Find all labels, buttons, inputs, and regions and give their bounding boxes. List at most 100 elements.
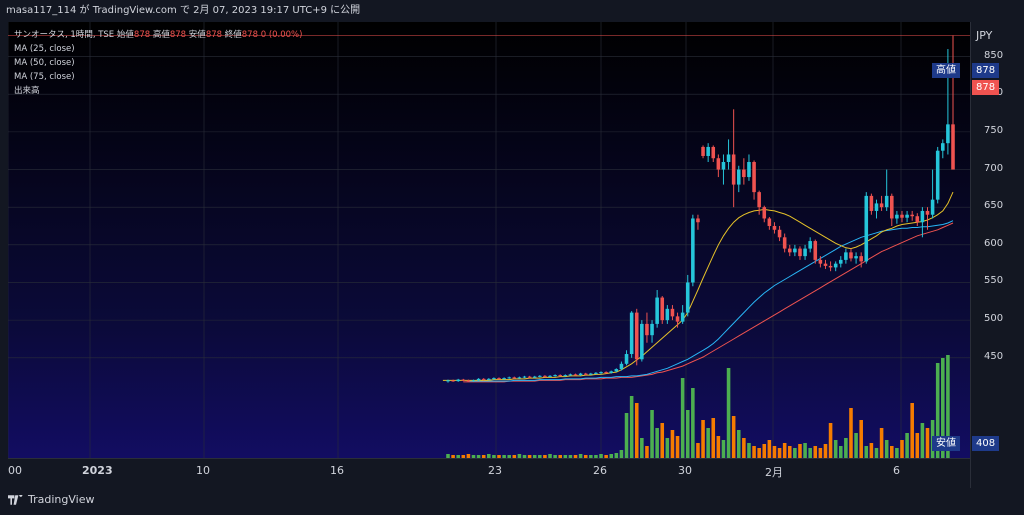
candle-body [532, 376, 537, 378]
volume-bar [798, 444, 802, 458]
volume-bar [701, 420, 705, 458]
legend-high-value: 878 [169, 30, 187, 40]
low-value-tag: 408 [972, 436, 1000, 451]
candle-body [701, 146, 705, 156]
volume-bar [752, 446, 756, 458]
legend-ma75[interactable]: MA (75, close) [14, 72, 75, 82]
volume-bar [640, 438, 644, 458]
candle-body [604, 372, 608, 374]
candle-body [527, 376, 532, 378]
volume-bar [721, 440, 726, 458]
brand-name: TradingView [28, 493, 95, 506]
volume-bar [941, 358, 945, 458]
volume-bar [828, 423, 833, 458]
candle-body [655, 297, 659, 324]
legend-ma25[interactable]: MA (25, close) [14, 44, 75, 54]
volume-bar [890, 446, 894, 458]
volume-bar [915, 433, 920, 458]
volume-bar [558, 455, 563, 458]
volume-bar [691, 388, 695, 458]
time-axis[interactable] [8, 458, 970, 488]
volume-bar [935, 363, 940, 458]
volume-bar [655, 428, 659, 458]
candle-body [798, 248, 802, 257]
candle-body [823, 263, 828, 266]
currency-label[interactable]: JPY [976, 29, 993, 42]
tradingview-logo-icon [8, 495, 23, 505]
volume-bar [563, 455, 568, 458]
candle-body [772, 226, 777, 230]
volume-bar [879, 428, 884, 458]
volume-bar [461, 455, 466, 458]
low-label-tag: 安値 [932, 436, 960, 451]
legend-symbol: サンオータス, 1時間, TSE [14, 30, 115, 40]
volume-bar [629, 396, 634, 458]
volume-bar [583, 455, 588, 458]
candle-body [645, 323, 649, 336]
legend-close-value: 878 [241, 30, 258, 40]
candle-body [818, 259, 823, 264]
candle-body [538, 375, 542, 377]
candle-body [563, 375, 568, 377]
publish-header: masa117_114 が TradingView.com で 2月 07, 2… [0, 0, 1024, 22]
candle-body [456, 379, 460, 382]
volume-bar [522, 455, 527, 458]
candle-body [599, 372, 603, 374]
candle-body [930, 199, 935, 215]
volume-bar [849, 408, 853, 458]
volume-bar [884, 440, 889, 458]
volume-bar [726, 368, 731, 458]
candle-body [762, 207, 767, 219]
candle-body [609, 371, 614, 373]
candle-body [670, 308, 675, 317]
candle-body [665, 308, 670, 321]
candle-body [507, 377, 511, 379]
volume-bar [594, 455, 598, 458]
volume-bar [568, 455, 573, 458]
volume-bar [736, 430, 741, 458]
candle-body [517, 377, 522, 379]
candle-body [859, 256, 863, 262]
candle-body [915, 216, 920, 223]
candle-body [920, 210, 925, 223]
candle-body [808, 241, 812, 249]
candle-body [634, 312, 639, 360]
legend-open-value: 878 [133, 30, 151, 40]
chart-plot-area[interactable] [8, 22, 970, 458]
volume-bar [696, 443, 700, 458]
candle-body [481, 378, 486, 380]
candle-body [675, 316, 680, 322]
legend-symbol-row[interactable]: サンオータス, 1時間, TSE 始値878 高値878 安値878 終値878… [14, 28, 302, 42]
candle-body [716, 158, 721, 170]
candle-body [833, 263, 838, 268]
legend-volume[interactable]: 出来高 [14, 86, 40, 96]
volume-bar [803, 443, 807, 458]
time-tick-label: 10 [196, 464, 210, 477]
legend-close-label: 終値 [224, 30, 242, 40]
time-tick-label: 26 [593, 464, 607, 477]
volume-bar [476, 455, 481, 458]
volume-bar [634, 403, 639, 458]
volume-bar [680, 378, 685, 458]
price-tick-label: 650 [984, 200, 1004, 212]
volume-bar [481, 455, 486, 458]
candle-body [742, 169, 746, 178]
legend-ma50[interactable]: MA (50, close) [14, 58, 75, 68]
price-axis[interactable] [970, 22, 1016, 488]
candle-body [680, 312, 685, 322]
brand-footer[interactable]: TradingView [8, 493, 94, 506]
candle-body [879, 203, 884, 208]
candle-body [726, 154, 731, 163]
price-chart-svg[interactable] [8, 22, 970, 458]
volume-bar [685, 410, 690, 458]
candle-body [619, 363, 624, 370]
candle-body [660, 297, 665, 321]
volume-bar [747, 443, 751, 458]
candle-body [905, 214, 909, 218]
volume-bar [466, 454, 471, 458]
volume-bar [833, 440, 838, 458]
volume-bar [813, 446, 818, 458]
candle-body [935, 150, 940, 200]
candle-body [685, 282, 690, 313]
volume-bar [864, 446, 869, 458]
